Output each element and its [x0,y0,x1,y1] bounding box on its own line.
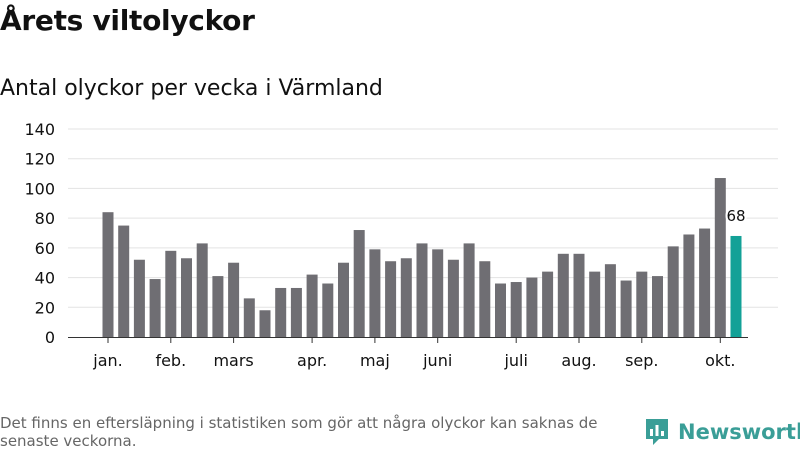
newsworthy-chart-icon [646,419,668,445]
newsworthy-logo: Newsworthy [644,418,800,446]
bar [353,230,365,337]
bar [181,258,192,337]
footnote: Det finns en eftersläpning i statistiken… [0,414,598,450]
y-tick-label-120: 120 [24,150,55,169]
bar [495,283,506,337]
bar [636,271,648,337]
y-tick-label-100: 100 [24,179,55,198]
x-tick-label-juli: juli [503,351,527,370]
brand-name: Newsworthy [678,420,800,444]
bar [510,282,522,337]
bar [290,287,302,337]
chart-title: Årets viltolyckor [0,4,255,37]
x-tick-label-sep.: sep. [625,351,658,370]
x-tick-label-okt.: okt. [705,351,735,370]
x-tick-label-apr.: apr. [297,351,327,370]
x-tick-label-feb.: feb. [155,351,186,370]
bar [400,258,412,337]
bar [196,243,208,337]
bar [102,212,114,337]
bar [573,253,585,337]
bar [212,276,224,337]
bar [526,277,538,337]
y-tick-label-40: 40 [35,269,55,288]
data-label-latest: 68 [726,207,745,225]
y-tick-label-0: 0 [45,328,55,347]
y-tick-label-60: 60 [35,239,55,258]
bar-highlight [730,235,742,337]
x-tick-label-aug.: aug. [561,351,596,370]
bar [589,271,601,337]
y-tick-label-140: 140 [24,120,55,139]
bar [699,228,711,337]
bar [322,283,334,337]
chart-subtitle: Antal olyckor per vecka i Värmland [0,76,383,101]
bar [542,271,554,337]
bar [683,234,695,337]
bar [652,276,663,337]
bar [667,246,679,337]
bar [369,249,381,337]
bar [385,261,397,337]
bar [416,243,428,337]
bar [133,259,145,337]
bar [118,225,130,337]
bar [604,264,616,337]
bar [243,298,255,337]
bar [714,178,726,337]
bar-chart: 0 20 40 60 80 100 120 140 jan. feb. mars apr. maj jun… [24,120,778,370]
bar [463,243,475,337]
y-tick-label-20: 20 [35,298,55,317]
bar [306,274,318,337]
bar [620,280,632,337]
bar [557,253,569,337]
bar [228,262,240,337]
y-tick-label-80: 80 [35,209,55,228]
x-tick-label-juni: juni [422,351,452,370]
bar [479,261,491,337]
bar [338,262,349,337]
bar [165,250,177,337]
x-tick-label-maj: maj [360,351,390,370]
x-tick-label-mars: mars [213,351,253,370]
bar [149,279,161,337]
bar [432,249,444,337]
bar [259,310,271,337]
bar [447,259,459,337]
x-tick-label-jan.: jan. [92,351,122,370]
bar [275,287,287,337]
